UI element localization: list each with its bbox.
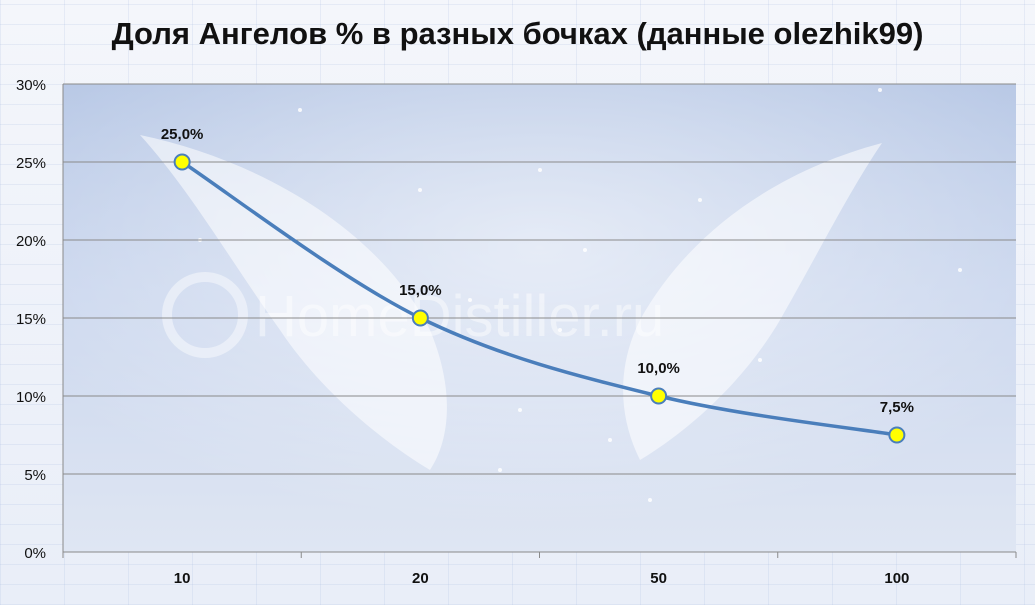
watermark-logo-icon <box>162 272 248 358</box>
sparkle <box>698 198 702 202</box>
sparkle <box>498 468 502 472</box>
y-tick-label: 25% <box>16 155 46 172</box>
y-tick-label: 10% <box>16 389 46 406</box>
sparkle <box>608 438 612 442</box>
data-label: 7,5% <box>880 399 914 416</box>
watermark: HomeDistiller.ru <box>162 272 664 358</box>
y-axis-ticks: 0% 5% 10% 15% 20% 25% 30% <box>16 77 46 562</box>
left-wing-shape <box>140 135 447 470</box>
sparkle <box>538 168 542 172</box>
y-tick-label: 5% <box>24 467 46 484</box>
x-tick-label: 20 <box>412 570 429 587</box>
x-tick-label: 50 <box>650 570 667 587</box>
data-point-marker <box>411 309 429 327</box>
x-tick-label: 100 <box>884 570 909 587</box>
x-tick-label: 10 <box>174 570 191 587</box>
sparkle <box>468 298 472 302</box>
chart-title: Доля Ангелов % в разных бочках (данные o… <box>111 16 924 51</box>
y-tick-label: 0% <box>24 545 46 562</box>
y-tick-label: 20% <box>16 233 46 250</box>
data-point-marker <box>650 387 668 405</box>
y-tick-label: 15% <box>16 311 46 328</box>
data-point-marker <box>173 153 191 171</box>
series-line <box>180 160 899 437</box>
series-path <box>180 160 899 437</box>
data-labels: 25,0% 15,0% 10,0% 7,5% <box>161 126 914 416</box>
right-wing-shape <box>623 143 882 460</box>
sparkle <box>958 268 962 272</box>
data-label: 15,0% <box>399 282 442 299</box>
y-tick-label: 30% <box>16 77 46 94</box>
sparkle <box>298 108 302 112</box>
sparkle <box>583 248 587 252</box>
data-label: 25,0% <box>161 126 204 143</box>
data-points <box>173 153 906 444</box>
sparkle <box>558 328 562 332</box>
sparkle <box>878 88 882 92</box>
x-axis-ticks: 10 20 50 100 <box>174 570 910 587</box>
wings-illustration <box>140 88 962 502</box>
data-point-marker <box>888 426 906 444</box>
sparkle <box>518 408 522 412</box>
watermark-text: HomeDistiller.ru <box>255 284 664 349</box>
sparkle <box>648 498 652 502</box>
sparkle <box>758 358 762 362</box>
sparkle <box>418 188 422 192</box>
data-label: 10,0% <box>637 360 680 377</box>
gridlines <box>62 83 1017 558</box>
